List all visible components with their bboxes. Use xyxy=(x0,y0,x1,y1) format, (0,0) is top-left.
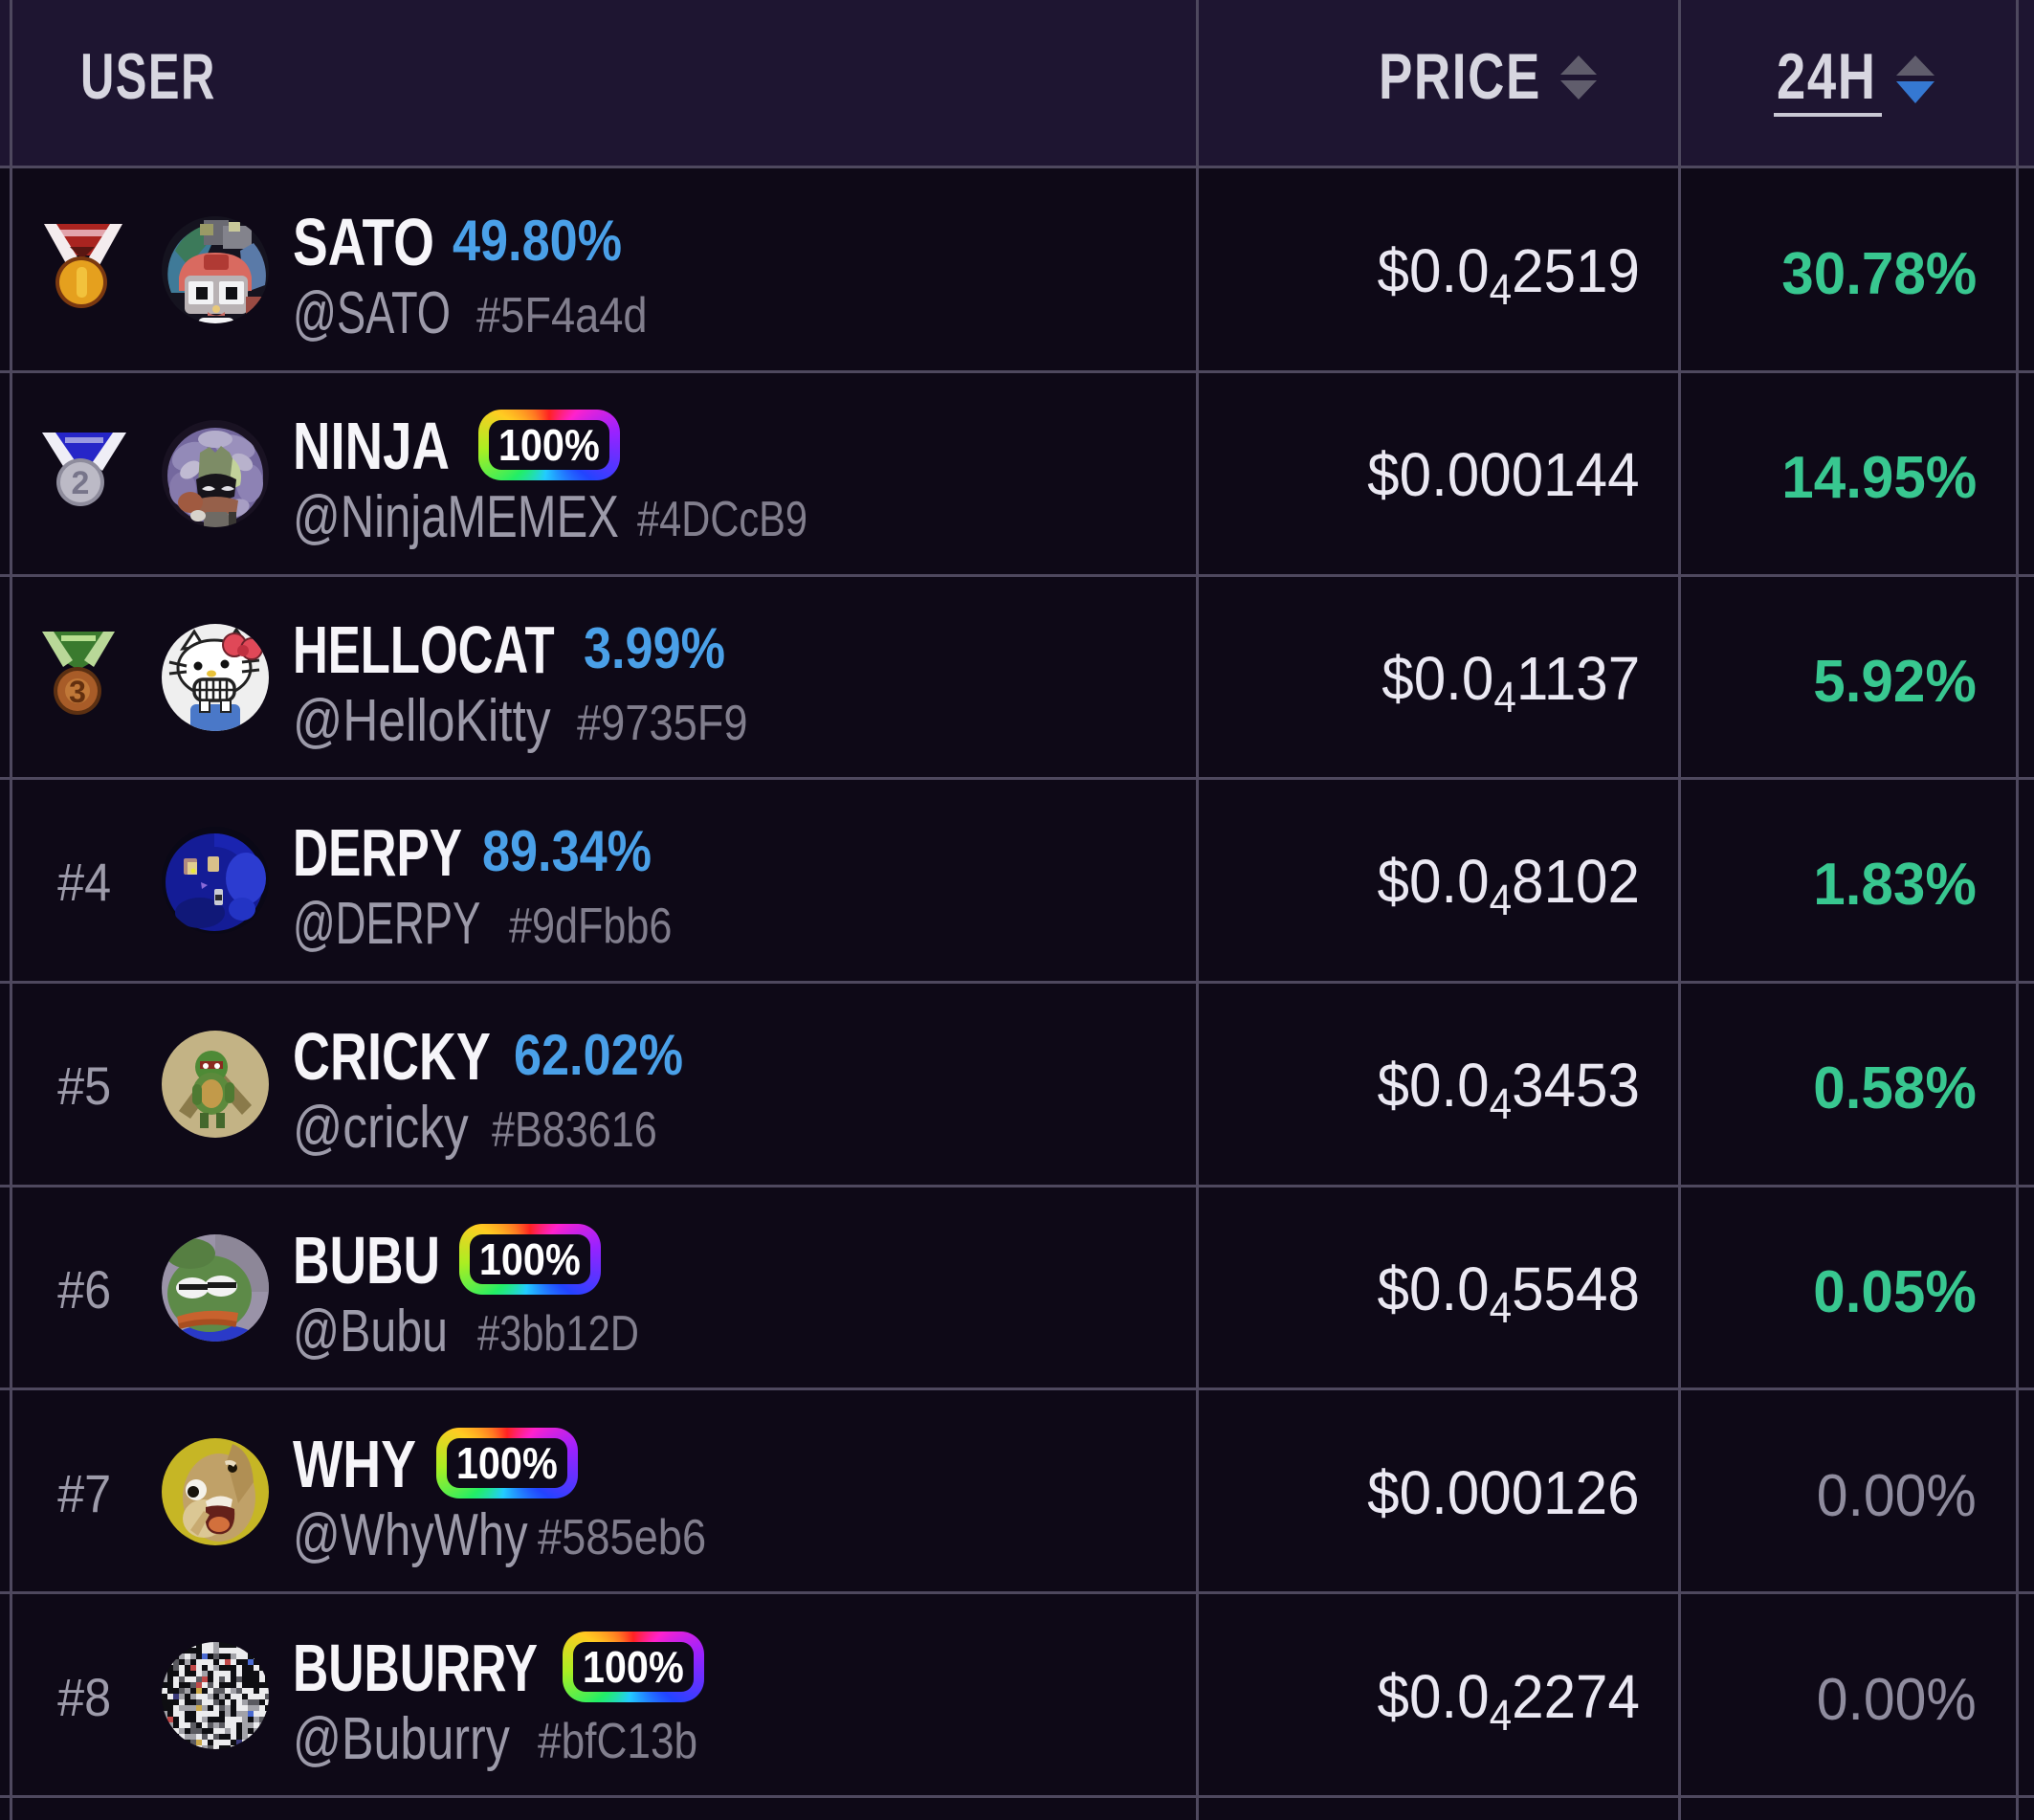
svg-text:3: 3 xyxy=(69,675,86,709)
svg-text:2: 2 xyxy=(72,465,90,501)
